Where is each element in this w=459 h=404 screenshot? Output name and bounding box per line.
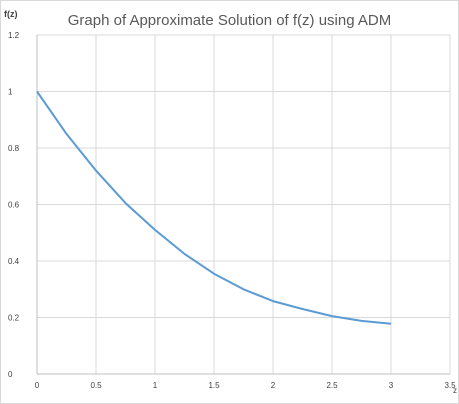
y-tick-label: 0.4	[8, 257, 20, 266]
x-tick-label: 2.5	[326, 381, 338, 390]
y-tick-label: 1	[8, 88, 13, 97]
x-tick-label: 1	[153, 381, 158, 390]
y-tick-label: 1.2	[8, 31, 20, 40]
x-tick-label: 1.5	[208, 381, 220, 390]
series-line	[36, 90, 392, 325]
chart-title: Graph of Approximate Solution of f(z) us…	[67, 12, 392, 29]
x-tick-label: 0	[35, 381, 40, 390]
y-tick-label: 0	[8, 370, 13, 379]
x-tick-label: 2	[271, 381, 276, 390]
y-axis-label: f(z)	[4, 9, 18, 19]
x-tick-label: 3	[389, 381, 394, 390]
x-tick-label: 0.5	[90, 381, 102, 390]
y-tick-label: 0.8	[8, 144, 20, 153]
x-tick-label: 3.5	[444, 381, 456, 390]
x-axis-label: z	[453, 386, 457, 395]
y-tick-label: 0.6	[8, 201, 20, 210]
y-tick-label: 0.2	[8, 314, 20, 323]
